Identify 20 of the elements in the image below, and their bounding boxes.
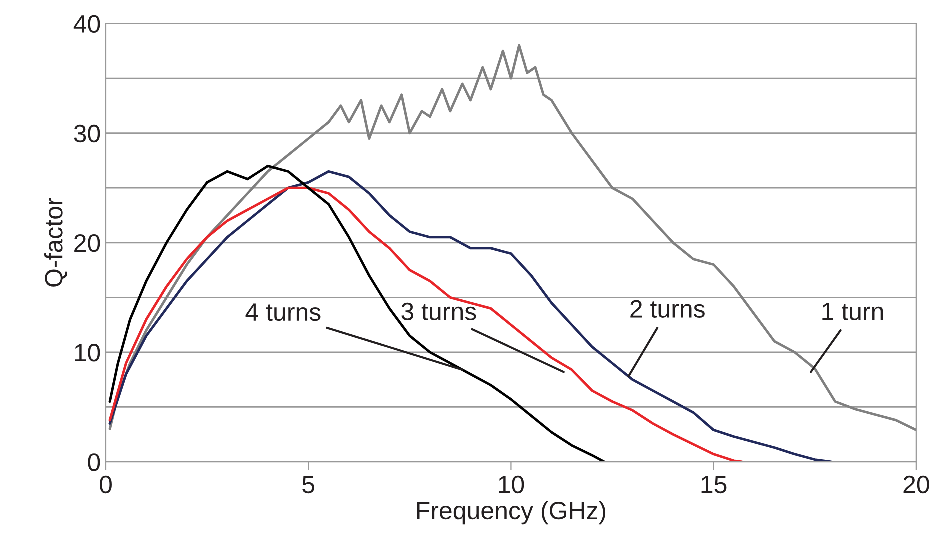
- line-series: [108, 170, 833, 462]
- annotation: 4 turns: [246, 304, 321, 322]
- y-tick-label: 0: [88, 454, 100, 472]
- line-series: [108, 186, 744, 462]
- y-tick-label: 20: [74, 234, 100, 252]
- y-tick-label: 30: [74, 124, 100, 143]
- x-tick-label: 15: [702, 476, 727, 494]
- y-axis-title: Q-factor: [44, 198, 68, 287]
- x-tick-label: 20: [904, 476, 930, 494]
- annotation: 3 turns: [402, 302, 476, 321]
- y-tick-label: 40: [74, 15, 100, 34]
- x-axis-title: Frequency (GHz): [417, 501, 606, 525]
- annotation: 1 turn: [822, 303, 884, 321]
- x-tick-label: 0: [100, 476, 112, 494]
- x-tick-label: 10: [499, 476, 524, 494]
- y-tick-label: 10: [75, 344, 100, 362]
- x-tick-label: 5: [302, 476, 315, 494]
- line-series: [108, 44, 916, 432]
- annotation: 2 turns: [630, 300, 705, 318]
- line-series: [108, 164, 606, 462]
